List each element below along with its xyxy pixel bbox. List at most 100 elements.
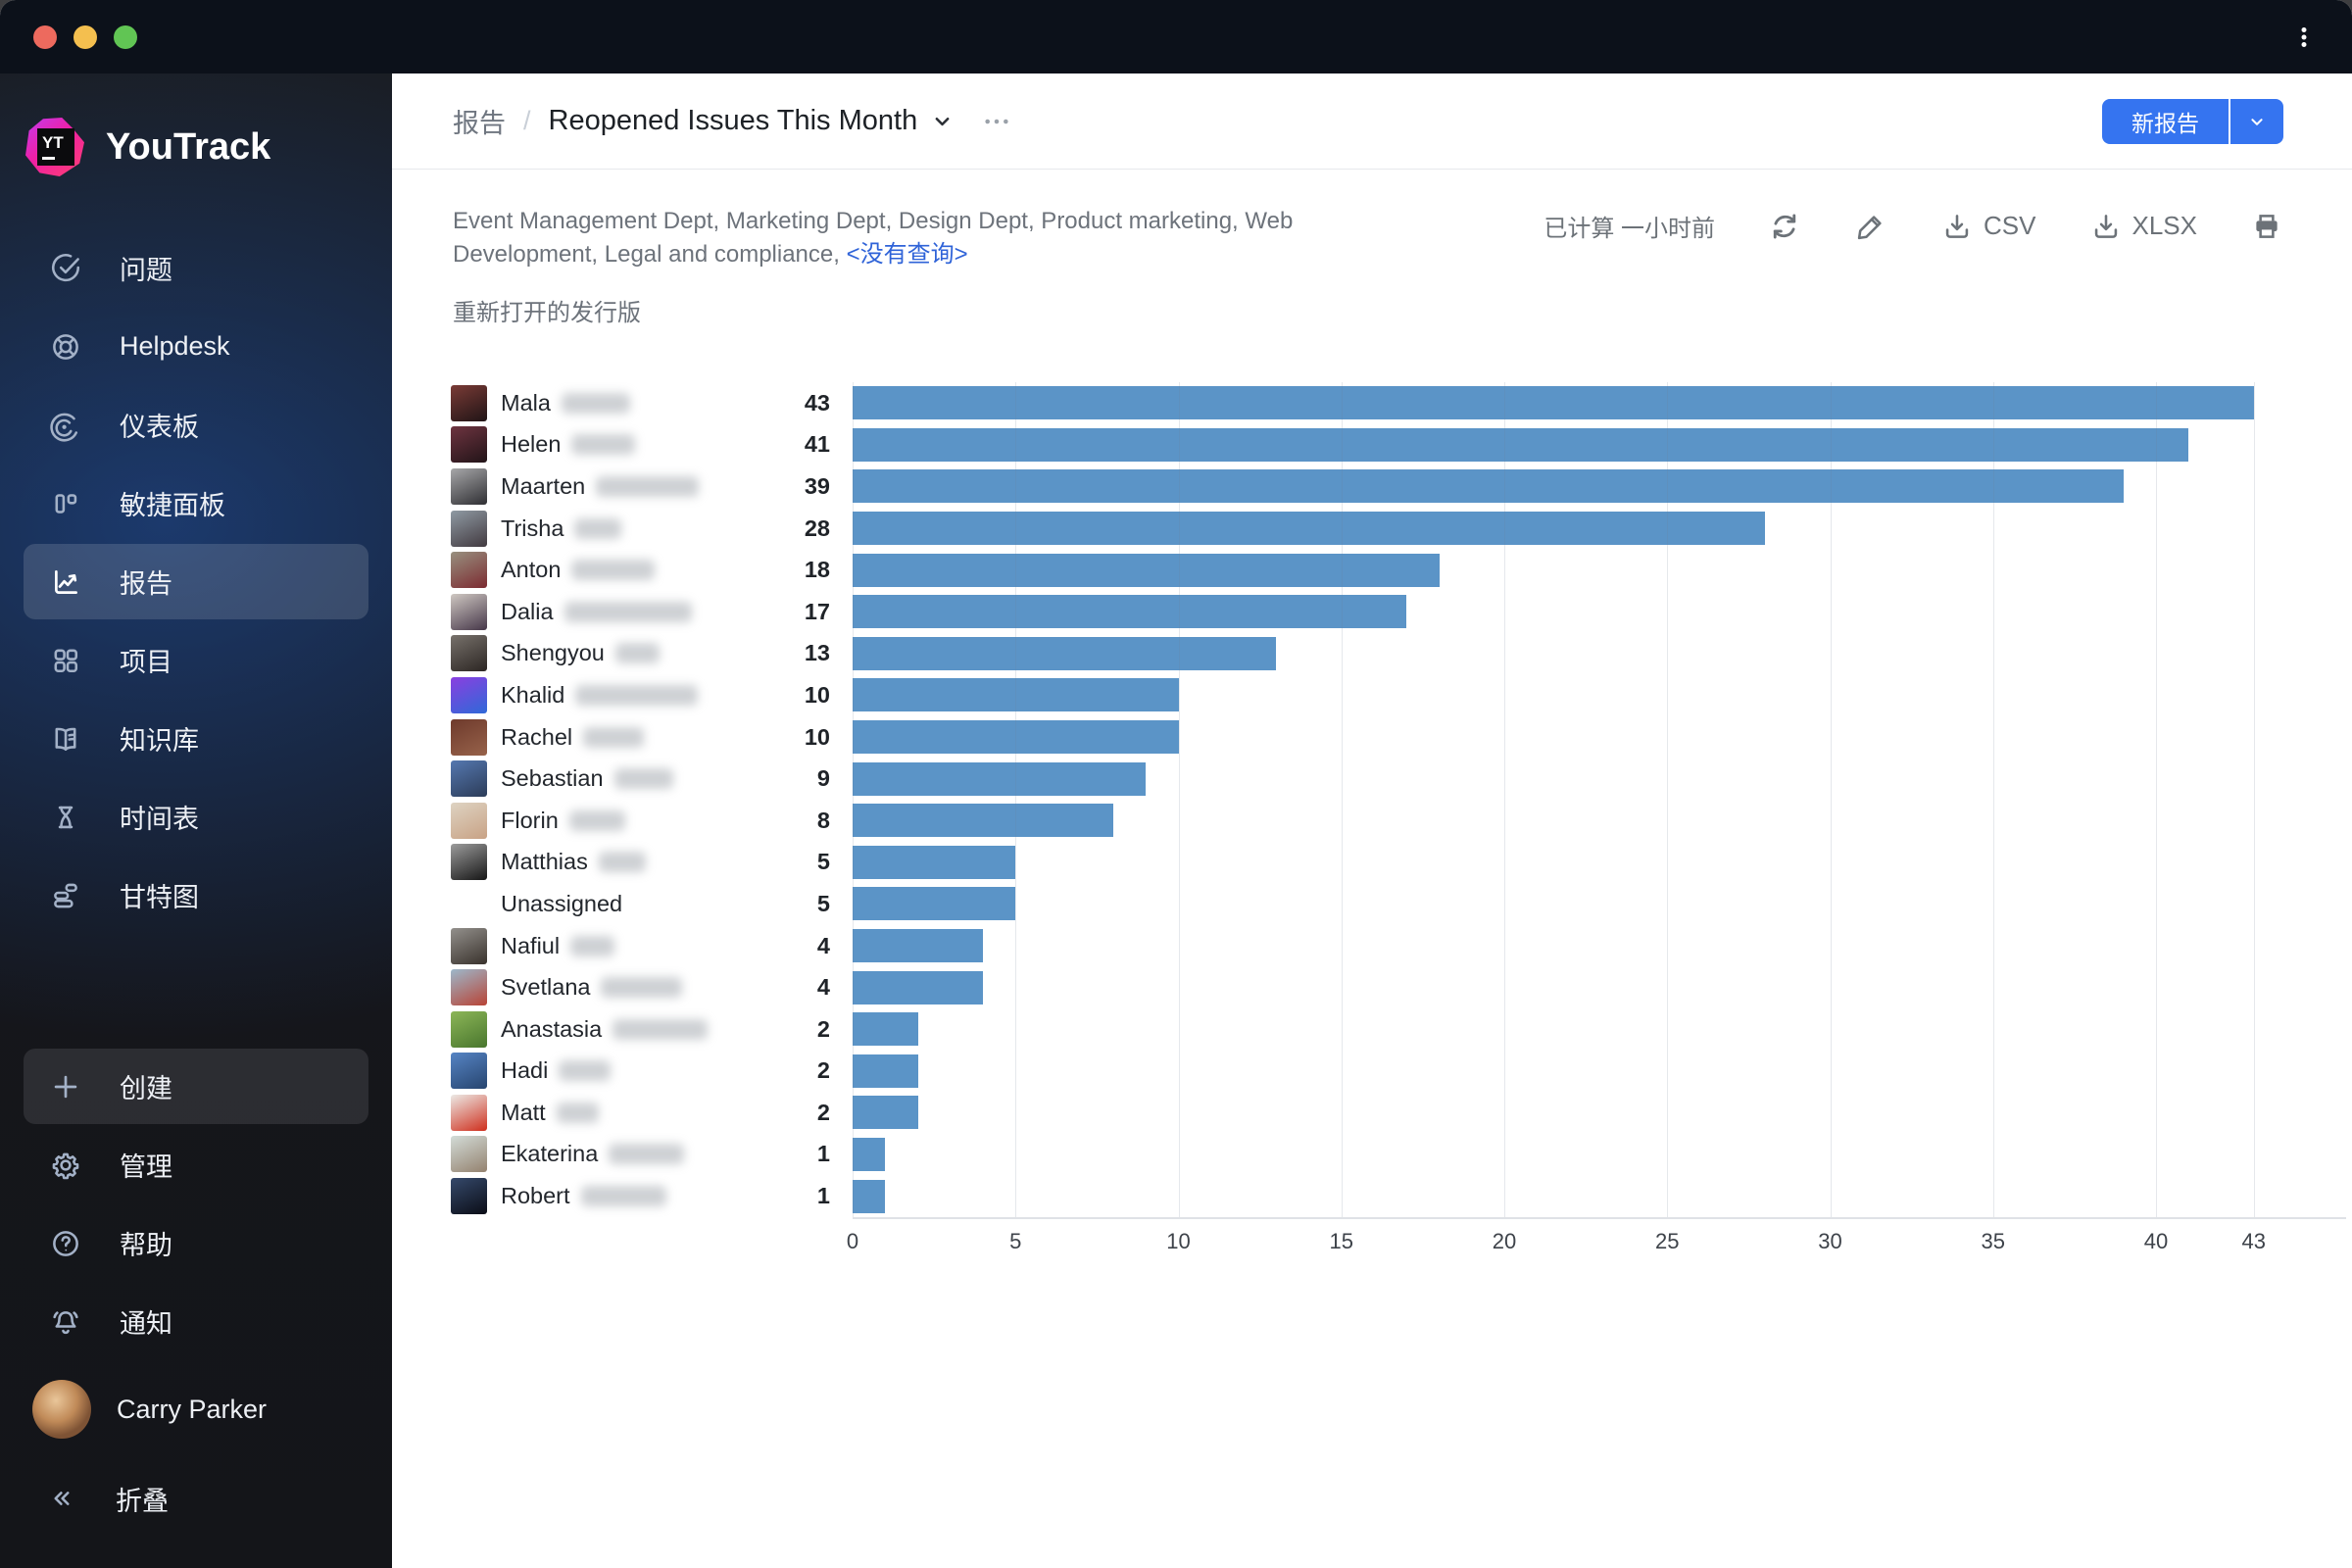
bar[interactable] xyxy=(853,845,1016,879)
row-label-group: Dalia 17 xyxy=(451,593,830,630)
sidebar-item-knowledge-base[interactable]: 知识库 xyxy=(24,701,368,776)
sidebar-item-administration[interactable]: 管理 xyxy=(24,1127,368,1202)
sidebar-item-label: 问题 xyxy=(120,256,172,285)
chart-row: Trisha 28 xyxy=(451,508,2352,550)
no-query-link[interactable]: <没有查询> xyxy=(846,241,968,268)
bar[interactable] xyxy=(853,595,1407,629)
chart-row: Ekaterina 1 xyxy=(451,1134,2352,1176)
csv-label: CSV xyxy=(1984,211,2036,240)
bar[interactable] xyxy=(853,1054,918,1088)
row-label-group: Ekaterina 1 xyxy=(451,1136,830,1173)
export-csv-button[interactable]: CSV xyxy=(1940,210,2036,243)
timesheets-hourglass-icon xyxy=(49,801,82,834)
bar-track xyxy=(853,1134,2352,1176)
redacted-surname xyxy=(571,560,656,581)
print-button[interactable] xyxy=(2250,210,2283,243)
youtrack-logo-icon: YT xyxy=(25,118,84,176)
bar[interactable] xyxy=(853,636,1277,670)
user-avatar xyxy=(451,1136,487,1173)
bar-track xyxy=(853,1008,2352,1051)
main-content: 报告 / Reopened Issues This Month 新报告 Even… xyxy=(392,74,2352,1568)
issue-count: 9 xyxy=(816,765,830,792)
bar[interactable] xyxy=(853,512,1765,546)
download-icon xyxy=(2089,210,2123,243)
sidebar-item-projects[interactable]: 项目 xyxy=(24,622,368,698)
assignee-name: Mala xyxy=(501,390,630,416)
issue-count: 2 xyxy=(816,1057,830,1084)
bar[interactable] xyxy=(853,929,983,963)
row-label-group: Rachel 10 xyxy=(451,718,830,756)
close-window-button[interactable] xyxy=(33,24,57,49)
bar-track xyxy=(853,591,2352,633)
new-report-button[interactable]: 新报告 xyxy=(2102,98,2229,144)
bar[interactable] xyxy=(853,761,1147,796)
redacted-surname xyxy=(556,1102,599,1123)
bar[interactable] xyxy=(853,1179,886,1213)
collapse-label: 折叠 xyxy=(116,1486,169,1516)
new-report-dropdown-button[interactable] xyxy=(2230,98,2283,144)
sidebar-item-help[interactable]: 帮助 xyxy=(24,1205,368,1281)
bar[interactable] xyxy=(853,1012,918,1047)
bar-chart: Mala 43 Helen 41 Maarten 39 Trisha 28 Anton 18 Dal… xyxy=(451,382,2352,1274)
bar[interactable] xyxy=(853,427,2189,462)
row-label-group: Shengyou 13 xyxy=(451,635,830,672)
sidebar-item-dashboards[interactable]: 仪表板 xyxy=(24,387,368,463)
export-xlsx-button[interactable]: XLSX xyxy=(2089,210,2197,243)
bar[interactable] xyxy=(853,678,1179,712)
chart-row: Mala 43 xyxy=(451,382,2352,424)
sidebar-item-label: 帮助 xyxy=(120,1231,172,1260)
kebab-menu-icon[interactable] xyxy=(2289,14,2319,61)
bar[interactable] xyxy=(853,553,1440,587)
redacted-surname xyxy=(609,1144,685,1165)
zoom-window-button[interactable] xyxy=(114,24,137,49)
bar[interactable] xyxy=(853,970,983,1004)
bar-track xyxy=(853,1175,2352,1217)
sidebar-item-agile-boards[interactable]: 敏捷面板 xyxy=(24,466,368,541)
assignee-name: Trisha xyxy=(501,515,622,542)
redacted-surname xyxy=(601,977,683,999)
helpdesk-lifebuoy-icon xyxy=(49,330,82,364)
bar[interactable] xyxy=(853,720,1179,755)
sidebar-item-notifications[interactable]: 通知 xyxy=(24,1284,368,1359)
breadcrumb-reports[interactable]: 报告 xyxy=(453,109,506,138)
user-avatar xyxy=(451,802,487,839)
dashboards-icon xyxy=(49,409,82,442)
bar[interactable] xyxy=(853,804,1113,838)
bar[interactable] xyxy=(853,469,2124,504)
bar-track xyxy=(853,382,2352,424)
title-chevron-down-icon[interactable] xyxy=(929,108,956,134)
report-more-options-icon[interactable] xyxy=(981,106,1012,137)
sidebar-item-reports[interactable]: 报告 xyxy=(24,544,368,619)
recalculate-button[interactable] xyxy=(1768,210,1801,243)
bar[interactable] xyxy=(853,887,1016,921)
sidebar-item-helpdesk[interactable]: Helpdesk xyxy=(24,309,368,384)
user-menu[interactable]: Carry Parker xyxy=(24,1379,368,1440)
user-avatar xyxy=(451,760,487,798)
sidebar-collapse-button[interactable]: 折叠 xyxy=(24,1469,368,1528)
bar[interactable] xyxy=(853,386,2254,420)
chart-row: Anton 18 xyxy=(451,549,2352,591)
user-avatar xyxy=(451,969,487,1006)
user-avatar xyxy=(451,676,487,713)
sidebar-actions: 创建 管理帮助通知 xyxy=(24,1049,368,1359)
report-subheader: Event Management Dept, Marketing Dept, D… xyxy=(392,170,2352,327)
chart-row: Shengyou 13 xyxy=(451,633,2352,675)
sidebar-item-issues[interactable]: 问题 xyxy=(24,230,368,306)
row-label-group: Robert 1 xyxy=(451,1178,830,1215)
sidebar-item-gantt[interactable]: 甘特图 xyxy=(24,858,368,933)
bar[interactable] xyxy=(853,1096,918,1130)
agile-boards-icon xyxy=(49,487,82,520)
sidebar-item-create[interactable]: 创建 xyxy=(24,1049,368,1124)
issue-count: 8 xyxy=(816,807,830,833)
minimize-window-button[interactable] xyxy=(74,24,97,49)
youtrack-logo[interactable]: YT YouTrack xyxy=(25,117,392,177)
chart-row: Hadi 2 xyxy=(451,1051,2352,1093)
bar[interactable] xyxy=(853,1137,886,1171)
user-avatar xyxy=(451,593,487,630)
edit-report-button[interactable] xyxy=(1854,210,1887,243)
bar-track xyxy=(853,883,2352,925)
sidebar-item-label: 敏捷面板 xyxy=(120,491,225,520)
row-label-group: Svetlana 4 xyxy=(451,969,830,1006)
assignee-name: Anastasia xyxy=(501,1016,709,1043)
sidebar-item-timesheets[interactable]: 时间表 xyxy=(24,779,368,855)
